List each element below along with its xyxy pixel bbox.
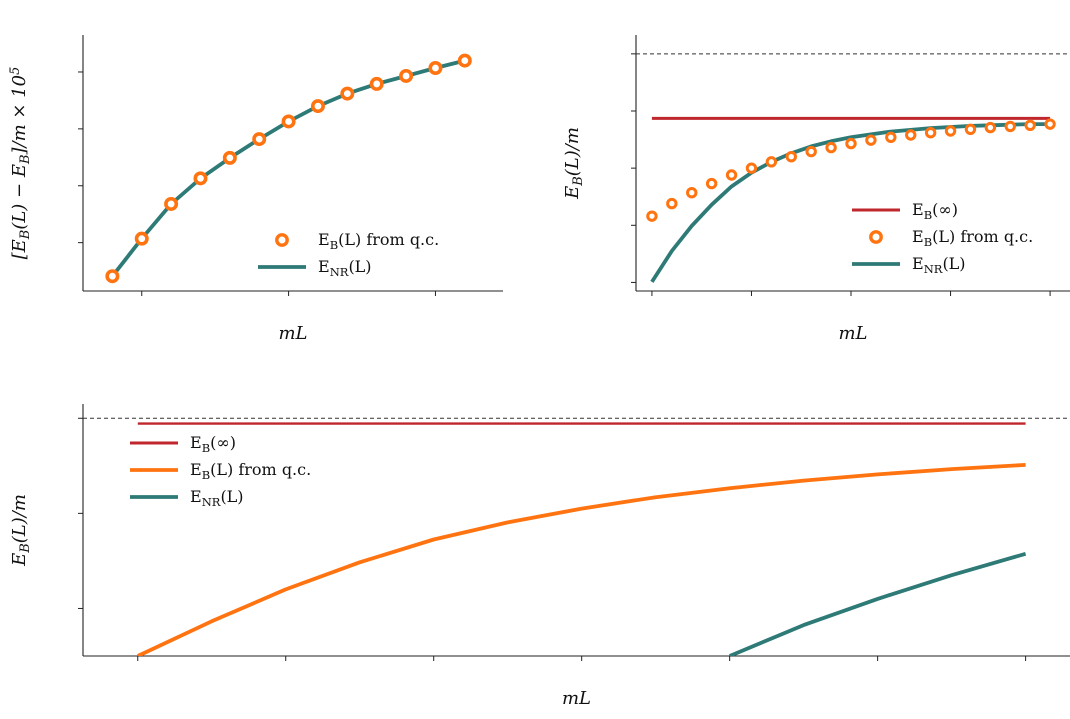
panel-a-legend: EB(L) from q.c. ENR(L) [258,230,439,279]
panel-a-point [399,68,414,83]
panel-b-series-line [650,122,1051,283]
panel-a-point [281,114,296,129]
panel-a-point [134,231,149,246]
panel-b-point [805,145,817,158]
panel-b-point [944,125,957,137]
panel-b-point [964,123,977,135]
legend-marker [275,233,289,247]
panel-a-y-axis-label: [EB(L) − EB]/m × 105 [8,67,33,260]
panel-c-legend: EB(∞) EB(L) from q.c. ENR(L) [130,433,311,509]
panel-a-point [369,76,384,91]
legend-label: EB(L) from q.c. [190,460,311,482]
panel-b-point [666,197,678,210]
panel-b: mL EB(L)/m EB(∞) EB(L) from q.c. ENR(L) [562,35,1070,344]
legend-label: EB(∞) [190,433,236,455]
panel-c-plot-area [136,422,1027,656]
panel-b-point [745,162,758,174]
legend-label: ENR(L) [190,487,244,509]
panel-a-point [164,196,179,211]
panel-b-point [686,187,698,199]
panel-b-point [825,141,837,154]
panel-a-point [105,269,120,284]
panel-b-point [765,156,778,168]
panel-a-point [340,86,355,101]
panel-c-series-line [136,463,1026,656]
panel-b-point [1004,120,1016,133]
panel-b-point [865,134,877,146]
panel-b-point [905,129,917,141]
panel-c-series-line [728,551,1027,656]
legend-label: ENR(L) [912,254,966,276]
panel-b-point [646,210,658,222]
panel-b-point [725,169,738,181]
legend-label: EB(L) from q.c. [318,230,439,252]
panel-b-x-axis-label: mL [838,323,867,344]
panel-b-point [785,151,797,163]
panel-a-x-axis-label: mL [278,323,307,344]
panel-c: mL EB(L)/m EB(∞) EB(L) from q.c. ENR(L) [9,404,1070,709]
panel-b-point [885,131,897,143]
panel-b-point [1044,118,1056,130]
panel-a-point [428,60,443,75]
panel-a: mL [EB(L) − EB]/m × 105 EB(L) from q.c. ENR… [8,35,503,344]
panel-a-point [310,99,325,114]
panel-b-point [845,137,857,150]
panel-b-point [1024,119,1036,131]
panel-c-y-axis-label: EB(L)/m [9,494,33,567]
panel-a-point [252,132,267,147]
panel-c-x-axis-label: mL [562,688,591,709]
legend-label: EB(L) from q.c. [912,227,1033,249]
panel-b-plot-area [650,116,1051,283]
panel-a-point [457,53,472,68]
legend-label: ENR(L) [318,257,372,279]
panel-a-point [222,150,237,165]
legend-label: EB(∞) [912,200,958,222]
panel-b-point [705,177,718,190]
panel-b-point [924,127,937,139]
panel-b-y-axis-label: EB(L)/m [562,127,586,200]
panel-a-point [193,171,208,186]
panel-b-legend: EB(∞) EB(L) from q.c. ENR(L) [852,200,1033,276]
legend-marker [869,230,883,244]
panel-b-point [984,121,997,134]
